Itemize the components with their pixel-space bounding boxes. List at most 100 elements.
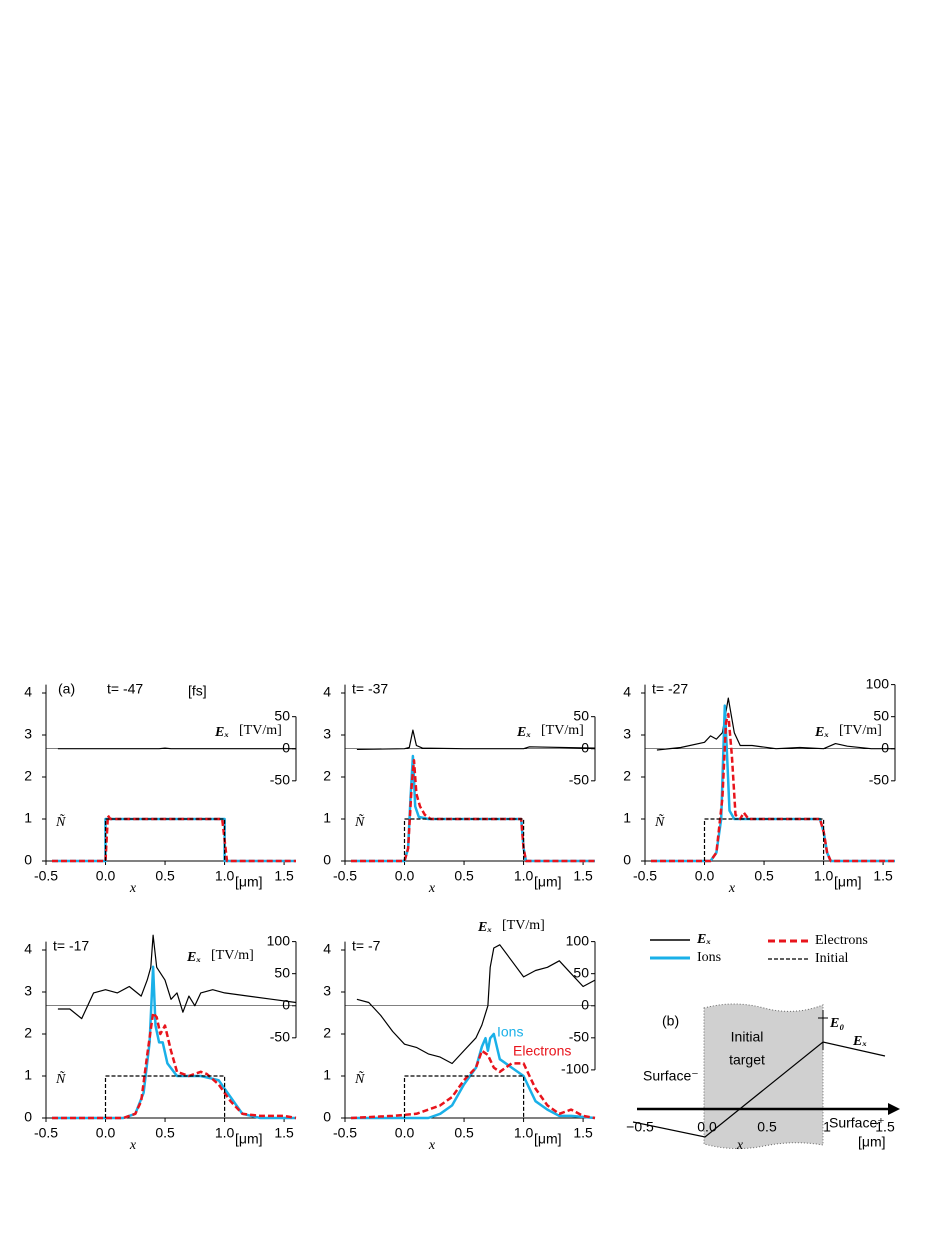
- x-tick-label: 0.0: [695, 868, 715, 884]
- series-line: [52, 1011, 297, 1120]
- y2-tick-label: 100: [566, 932, 590, 948]
- x-tick-label: 1.5: [573, 1125, 593, 1141]
- series-line: [52, 814, 296, 863]
- tick-label: 1: [823, 1119, 831, 1135]
- x-label: x: [428, 1138, 436, 1153]
- y-tick-label: 0: [24, 1109, 32, 1125]
- x-label: x: [428, 881, 436, 896]
- x-tick-label: -0.5: [333, 1125, 357, 1141]
- y-tick-label: 2: [623, 768, 631, 784]
- y-tick-label: 3: [24, 726, 32, 742]
- x-tick-label: 0.0: [395, 868, 415, 884]
- annotation: Ions: [497, 1024, 523, 1040]
- x-unit: [μm]: [534, 874, 562, 890]
- y-label: Ñ: [354, 1070, 365, 1087]
- target-title: target: [729, 1052, 765, 1068]
- x-label: x: [736, 1138, 744, 1153]
- x-tick-label: 0.5: [754, 868, 774, 884]
- series-line: [52, 965, 296, 1120]
- tick-label: 0.5: [757, 1119, 777, 1135]
- y2-tick-label: 0: [282, 739, 290, 755]
- y-label: Ñ: [654, 813, 665, 830]
- x-tick-label: 0.0: [96, 1125, 116, 1141]
- series-line: [104, 818, 226, 861]
- x-tick-label: 0.0: [96, 868, 116, 884]
- x-tick-label: 1.5: [274, 868, 294, 884]
- y2-tick-label: -50: [569, 772, 589, 788]
- x-tick-label: 1.0: [215, 1125, 235, 1141]
- tick-label: 1.5: [875, 1119, 895, 1135]
- y-tick-label: 2: [24, 768, 32, 784]
- x-unit: [μm]: [235, 874, 263, 890]
- y-tick-label: 3: [24, 983, 32, 999]
- x-tick-label: -0.5: [34, 868, 58, 884]
- tick-label: −0.5: [626, 1119, 654, 1135]
- x-tick-label: 1.0: [215, 868, 235, 884]
- y2-tick-label: -50: [270, 772, 290, 788]
- x-tick-label: 1.0: [814, 868, 834, 884]
- y-tick-label: 4: [323, 684, 331, 700]
- series-line: [703, 818, 825, 861]
- x-unit: [μm]: [235, 1131, 263, 1147]
- series-line: [356, 729, 596, 750]
- series-line: [57, 747, 296, 750]
- y-label: Ñ: [55, 813, 66, 830]
- y2-tick-label: 100: [866, 675, 890, 691]
- legend-label: Initial: [815, 951, 849, 966]
- y2-tick-label: -50: [869, 772, 889, 788]
- legend-label: Electrons: [815, 933, 868, 948]
- arrow-head: [888, 1103, 900, 1115]
- y2-tick-label: 0: [581, 996, 589, 1012]
- x-tick-label: 0.0: [395, 1125, 415, 1141]
- x-tick-label: 0.5: [454, 1125, 474, 1141]
- series-line: [350, 1049, 596, 1120]
- title-unit: [fs]: [188, 683, 207, 699]
- x-tick-label: 1.5: [274, 1125, 294, 1141]
- series-line: [52, 817, 296, 863]
- y-tick-label: 3: [623, 726, 631, 742]
- y-tick-label: 2: [24, 1025, 32, 1041]
- y-tick-label: 1: [24, 810, 32, 826]
- y2-label: Eₓ: [477, 920, 492, 935]
- panel-label: (b): [662, 1013, 679, 1029]
- y2-tick-label: 50: [274, 707, 290, 723]
- panel-title: t= -27: [652, 681, 688, 697]
- x-tick-label: -0.5: [34, 1125, 58, 1141]
- surface-label: Surface⁻: [643, 1068, 699, 1084]
- y-tick-label: 3: [323, 983, 331, 999]
- y-tick-label: 0: [24, 852, 32, 868]
- panel-title: t= -7: [352, 938, 381, 954]
- y-tick-label: 4: [623, 684, 631, 700]
- y-tick-label: 0: [323, 1109, 331, 1125]
- y-tick-label: 1: [323, 1067, 331, 1083]
- y2-tick-label: 0: [282, 996, 290, 1012]
- x-label: x: [129, 881, 137, 896]
- legend-label: Ions: [697, 950, 721, 965]
- series-line: [656, 697, 895, 751]
- x-unit: [μm]: [834, 874, 862, 890]
- y-tick-label: 4: [323, 941, 331, 957]
- series-line: [356, 944, 596, 1065]
- x-tick-label: 0.5: [155, 868, 175, 884]
- y-label: Ñ: [55, 1070, 66, 1087]
- x-tick-label: 1.5: [573, 868, 593, 884]
- y-tick-label: 0: [323, 852, 331, 868]
- panel-title: t= -17: [53, 938, 89, 954]
- target-region: [703, 1003, 824, 1150]
- surface-label: Surface⁺: [829, 1115, 885, 1131]
- y2-tick-label: -50: [569, 1029, 589, 1045]
- series-line: [403, 818, 525, 861]
- y2-tick-label: 50: [573, 707, 589, 723]
- y2-tick-label: 50: [274, 964, 290, 980]
- y-tick-label: 4: [24, 941, 32, 957]
- x-tick-label: 1.0: [514, 1125, 534, 1141]
- y2-tick-label: 100: [267, 932, 291, 948]
- series-line: [651, 712, 895, 863]
- series-line: [351, 758, 595, 863]
- y2-tick-label: 50: [573, 964, 589, 980]
- y-tick-label: 0: [623, 852, 631, 868]
- x-tick-label: 1.0: [514, 868, 534, 884]
- panel-label: (a): [58, 681, 75, 697]
- e0-label: E₀: [829, 1016, 844, 1031]
